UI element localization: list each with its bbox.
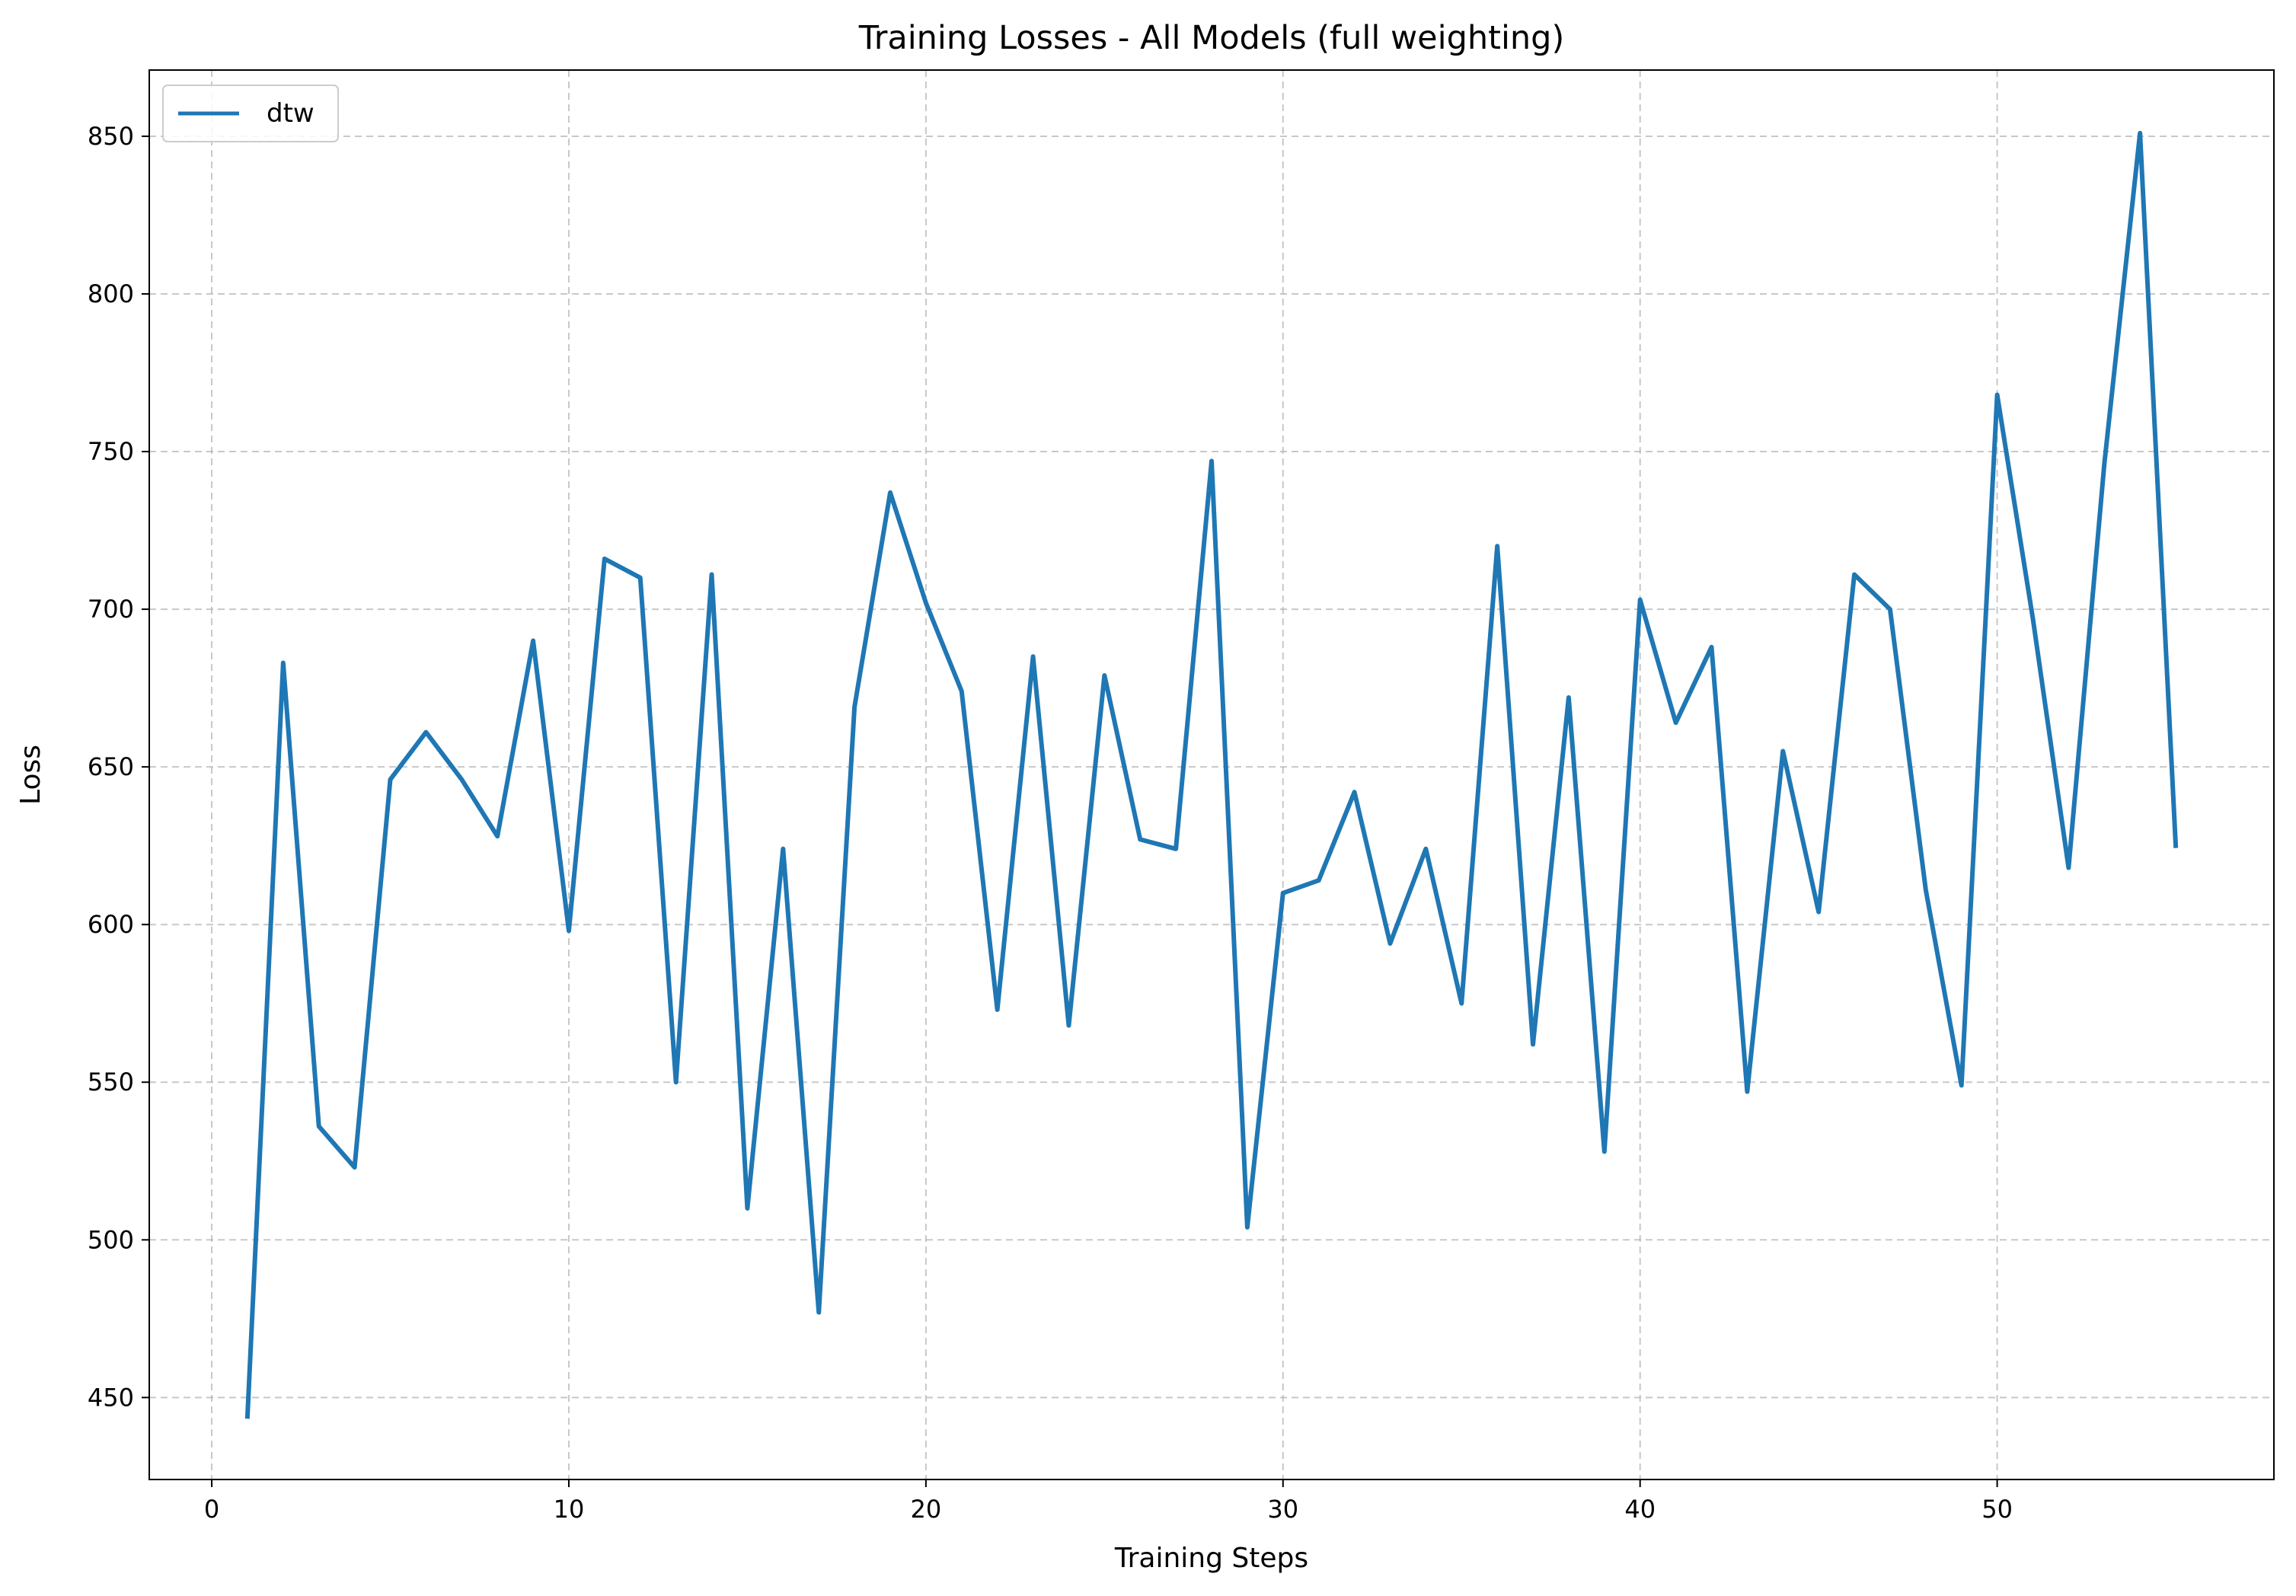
y-tick-label: 800: [88, 279, 134, 308]
y-tick-label: 750: [88, 437, 134, 466]
y-tick-label: 850: [88, 122, 134, 151]
plot-frame: [148, 69, 2275, 1480]
x-tick-label: 30: [1267, 1495, 1298, 1524]
series-line-dtw: [244, 130, 2179, 1419]
axis-ticks: 0 10 20 30 40 50 450 500 550 600 650 700 750 800 850: [88, 122, 2013, 1524]
x-tick-label: 10: [554, 1495, 585, 1524]
x-tick-label: 50: [1981, 1495, 2013, 1524]
x-tick-label: 40: [1624, 1495, 1656, 1524]
grid: [149, 70, 2274, 1479]
y-tick-label: 600: [88, 910, 134, 939]
legend: dtw: [162, 85, 339, 142]
series-layer: [244, 130, 2179, 1419]
x-axis-label: Training Steps: [1114, 1543, 1308, 1574]
y-tick-label: 700: [88, 595, 134, 624]
x-tick-label: 20: [911, 1495, 942, 1524]
legend-box: [162, 85, 339, 142]
y-tick-label: 650: [88, 752, 134, 781]
x-tick-label: 0: [204, 1495, 219, 1524]
legend-label-dtw: dtw: [267, 98, 315, 129]
y-axis-label: Loss: [15, 745, 46, 805]
y-tick-label: 500: [88, 1225, 134, 1254]
chart-title: Training Losses - All Models (full weigh…: [858, 19, 1565, 57]
y-tick-label: 550: [88, 1068, 134, 1096]
y-tick-label: 450: [88, 1383, 134, 1412]
